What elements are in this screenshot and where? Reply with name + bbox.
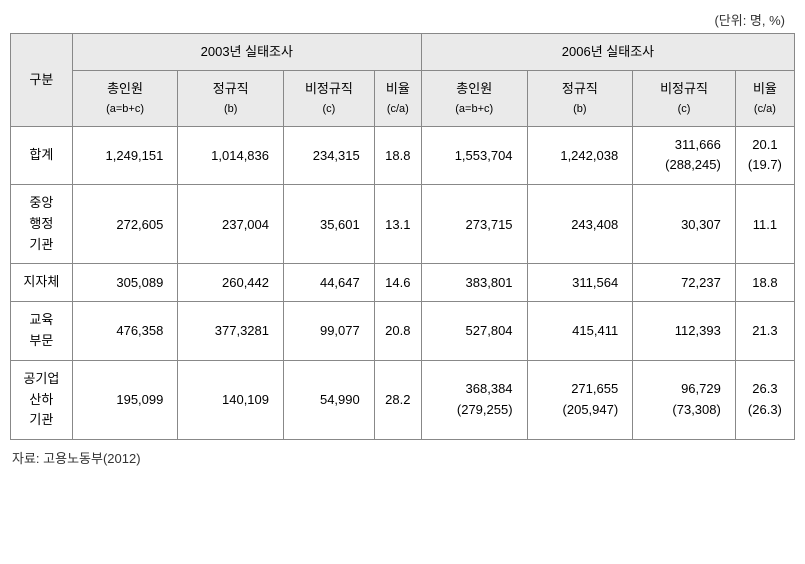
header-ratio-label: 비율 — [386, 81, 410, 96]
cell-2006-ratio: 20.1 (19.7) — [735, 126, 794, 185]
cell-2006-regular: 243,408 — [527, 185, 633, 264]
cell-2006-total: 383,801 — [421, 264, 527, 302]
table-row: 중앙 행정 기관 272,605 237,004 35,601 13.1 273… — [11, 185, 795, 264]
cell-2003-irregular: 234,315 — [284, 126, 375, 185]
cell-2006-irregular: 311,666 (288,245) — [633, 126, 736, 185]
header-regular-label-2: 정규직 — [562, 81, 598, 96]
header-2006-regular: 정규직 (b) — [527, 70, 633, 126]
header-irregular-label: 비정규직 — [305, 81, 353, 96]
source-label: 자료: 고용노동부(2012) — [10, 448, 795, 467]
cell-2003-total: 272,605 — [72, 185, 178, 264]
header-total-formula: (a=b+c) — [106, 103, 144, 115]
cell-2003-total: 195,099 — [72, 360, 178, 439]
cell-2006-ratio: 11.1 — [735, 185, 794, 264]
cell-2003-ratio: 20.8 — [374, 302, 421, 361]
cell-2006-total: 273,715 — [421, 185, 527, 264]
header-2006-ratio: 비율 (c/a) — [735, 70, 794, 126]
header-ratio-formula-2: (c/a) — [754, 103, 776, 115]
header-group-2003: 2003년 실태조사 — [72, 34, 421, 71]
header-irregular-label-2: 비정규직 — [660, 81, 708, 96]
cell-2006-irregular: 112,393 — [633, 302, 736, 361]
cell-2006-irregular: 96,729 (73,308) — [633, 360, 736, 439]
row-label: 지자체 — [11, 264, 73, 302]
survey-table: 구분 2003년 실태조사 2006년 실태조사 총인원 (a=b+c) 정규직… — [10, 33, 795, 440]
cell-2006-irregular: 30,307 — [633, 185, 736, 264]
header-regular-formula-2: (b) — [573, 103, 586, 115]
cell-2006-ratio: 26.3 (26.3) — [735, 360, 794, 439]
cell-2006-ratio: 18.8 — [735, 264, 794, 302]
header-2003-regular: 정규직 (b) — [178, 70, 284, 126]
cell-2003-ratio: 18.8 — [374, 126, 421, 185]
header-2003-total: 총인원 (a=b+c) — [72, 70, 178, 126]
header-ratio-formula: (c/a) — [387, 103, 409, 115]
header-regular-label: 정규직 — [213, 81, 249, 96]
row-label: 중앙 행정 기관 — [11, 185, 73, 264]
table-header: 구분 2003년 실태조사 2006년 실태조사 총인원 (a=b+c) 정규직… — [11, 34, 795, 127]
cell-2006-total: 527,804 — [421, 302, 527, 361]
cell-2003-ratio: 13.1 — [374, 185, 421, 264]
header-2003-irregular: 비정규직 (c) — [284, 70, 375, 126]
unit-label: (단위: 명, %) — [10, 10, 795, 29]
row-label: 합계 — [11, 126, 73, 185]
cell-2006-regular: 415,411 — [527, 302, 633, 361]
header-group-2006: 2006년 실태조사 — [421, 34, 794, 71]
header-total-label: 총인원 — [107, 81, 143, 96]
header-total-formula-2: (a=b+c) — [455, 103, 493, 115]
header-irregular-formula-2: (c) — [678, 103, 691, 115]
cell-2003-total: 1,249,151 — [72, 126, 178, 185]
cell-2003-regular: 140,109 — [178, 360, 284, 439]
cell-2006-regular: 271,655 (205,947) — [527, 360, 633, 439]
cell-2003-regular: 377,3281 — [178, 302, 284, 361]
cell-2006-ratio: 21.3 — [735, 302, 794, 361]
row-label: 공기업 산하 기관 — [11, 360, 73, 439]
table-row: 합계 1,249,151 1,014,836 234,315 18.8 1,55… — [11, 126, 795, 185]
cell-2003-irregular: 99,077 — [284, 302, 375, 361]
cell-2003-irregular: 44,647 — [284, 264, 375, 302]
header-ratio-label-2: 비율 — [753, 81, 777, 96]
cell-2003-ratio: 14.6 — [374, 264, 421, 302]
cell-2003-total: 476,358 — [72, 302, 178, 361]
row-label: 교육 부문 — [11, 302, 73, 361]
table-row: 지자체 305,089 260,442 44,647 14.6 383,801 … — [11, 264, 795, 302]
cell-2003-regular: 1,014,836 — [178, 126, 284, 185]
cell-2006-irregular: 72,237 — [633, 264, 736, 302]
header-gubun: 구분 — [11, 34, 73, 127]
table-row: 공기업 산하 기관 195,099 140,109 54,990 28.2 36… — [11, 360, 795, 439]
header-regular-formula: (b) — [224, 103, 237, 115]
cell-2003-irregular: 54,990 — [284, 360, 375, 439]
header-total-label-2: 총인원 — [456, 81, 492, 96]
cell-2006-total: 1,553,704 — [421, 126, 527, 185]
header-2006-total: 총인원 (a=b+c) — [421, 70, 527, 126]
table-body: 합계 1,249,151 1,014,836 234,315 18.8 1,55… — [11, 126, 795, 440]
header-2006-irregular: 비정규직 (c) — [633, 70, 736, 126]
cell-2003-regular: 237,004 — [178, 185, 284, 264]
cell-2006-total: 368,384 (279,255) — [421, 360, 527, 439]
cell-2006-regular: 311,564 — [527, 264, 633, 302]
cell-2003-total: 305,089 — [72, 264, 178, 302]
cell-2003-irregular: 35,601 — [284, 185, 375, 264]
header-irregular-formula: (c) — [322, 103, 335, 115]
cell-2003-ratio: 28.2 — [374, 360, 421, 439]
table-row: 교육 부문 476,358 377,3281 99,077 20.8 527,8… — [11, 302, 795, 361]
cell-2003-regular: 260,442 — [178, 264, 284, 302]
cell-2006-regular: 1,242,038 — [527, 126, 633, 185]
header-2003-ratio: 비율 (c/a) — [374, 70, 421, 126]
